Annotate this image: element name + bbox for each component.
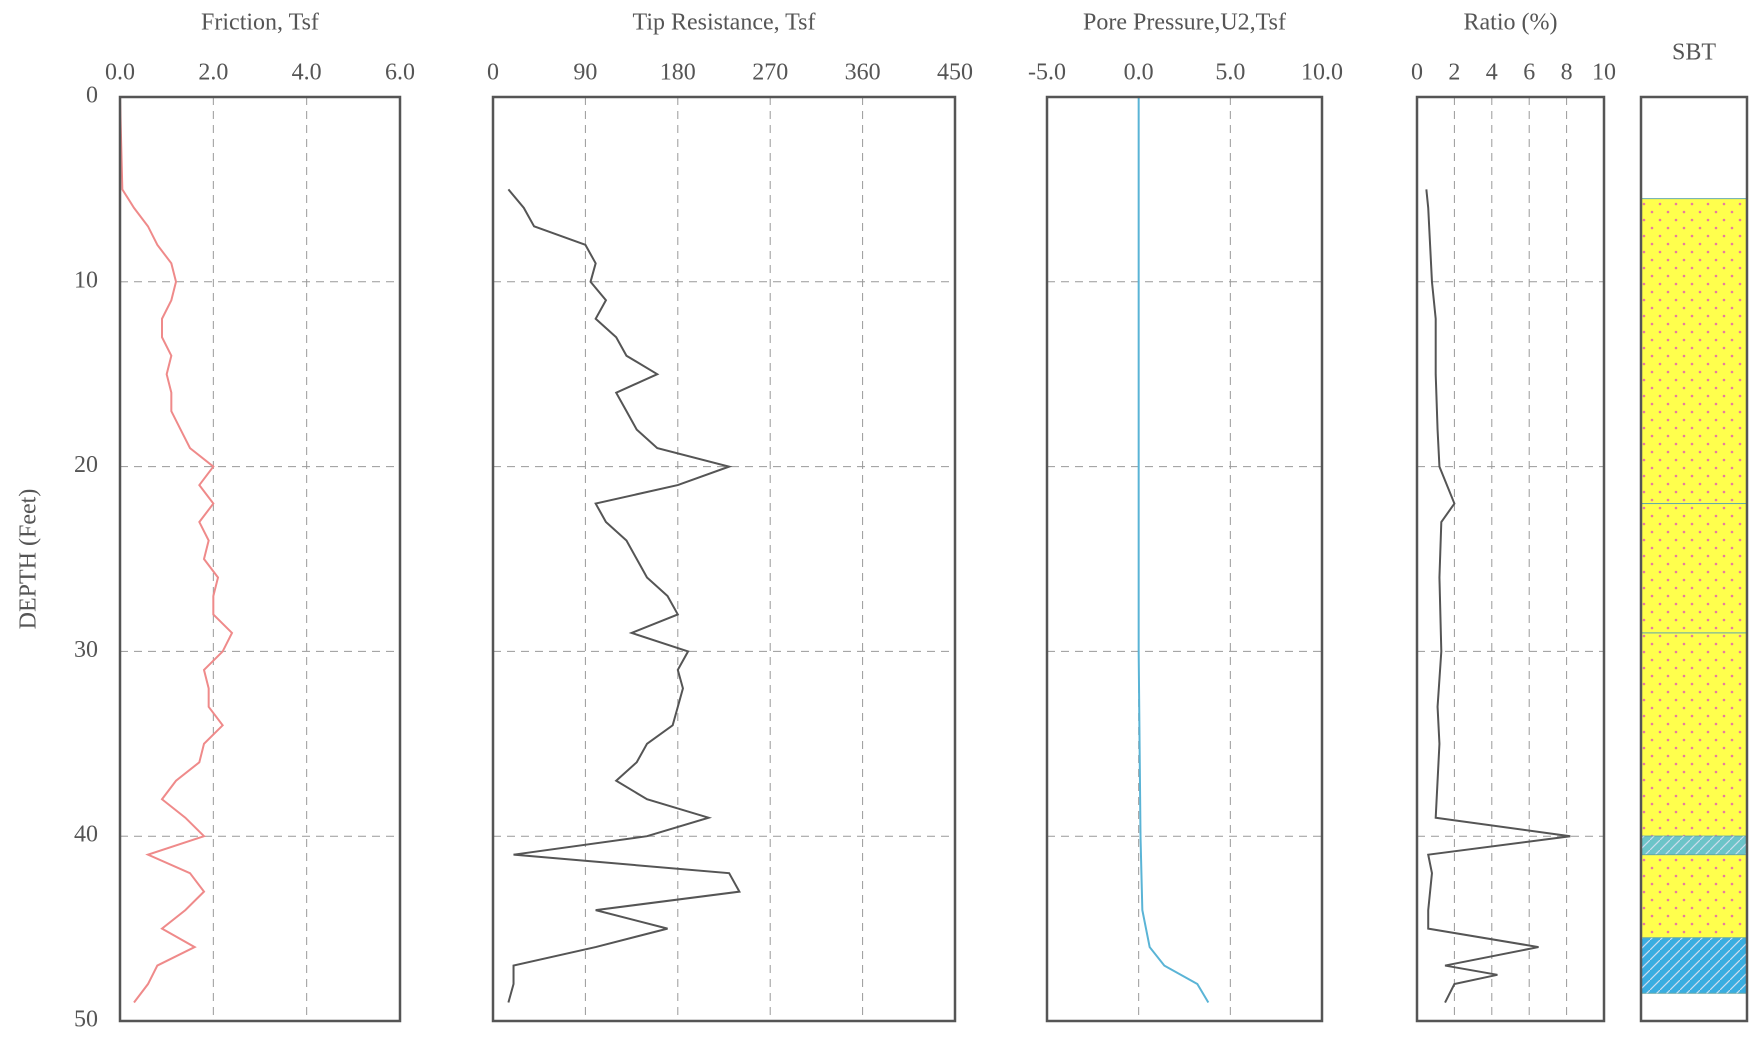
y-tick-label: 40 [74,822,98,848]
panel-title: SBT [1672,40,1716,66]
x-tick-label: 90 [573,60,597,86]
y-axis-label: DEPTH (Feet) [16,489,42,630]
x-tick-label: 0.0 [1124,60,1154,86]
soil-pattern [1641,632,1747,837]
x-tick-label: 10.0 [1301,60,1343,86]
x-tick-label: 6 [1523,60,1535,86]
x-tick-label: 450 [937,60,973,86]
x-tick-label: 0 [1411,60,1423,86]
y-tick-label: 30 [74,637,98,663]
x-tick-label: 360 [845,60,881,86]
panel-title: Pore Pressure,U2,Tsf [1083,10,1286,36]
panel-title: Ratio (%) [1464,10,1558,36]
x-tick-label: 10 [1592,60,1616,86]
y-tick-label: 50 [74,1007,98,1033]
data-line [507,188,741,1003]
soil-pattern [1641,503,1747,633]
x-tick-label: 2 [1448,60,1460,86]
x-tick-label: 0 [487,60,499,86]
y-tick-label: 20 [74,452,98,478]
x-tick-label: 180 [660,60,696,86]
x-tick-label: 4.0 [292,60,322,86]
panel-frame [1415,95,1606,1023]
soil-pattern [1641,937,1747,994]
panel-frame [1045,95,1324,1023]
data-line [1425,189,1571,1003]
x-tick-label: 6.0 [385,60,415,86]
data-line [119,96,234,1004]
x-tick-label: 4 [1486,60,1498,86]
panel-frame [1639,95,1749,1023]
y-tick-label: 0 [86,83,98,109]
panel-title: Friction, Tsf [201,10,319,36]
x-tick-label: 8 [1561,60,1573,86]
y-tick-label: 10 [74,267,98,293]
x-tick-label: 5.0 [1215,60,1245,86]
soil-pattern [1641,198,1747,504]
panel-frame [118,95,402,1023]
soil-pattern [1641,836,1747,855]
panel-frame [491,95,957,1023]
x-tick-label: 270 [752,60,788,86]
x-tick-label: -5.0 [1028,60,1066,86]
data-line [1137,97,1210,1004]
x-tick-label: 2.0 [198,60,228,86]
x-tick-label: 0.0 [105,60,135,86]
panel-title: Tip Resistance, Tsf [633,10,816,36]
soil-pattern [1641,854,1747,938]
